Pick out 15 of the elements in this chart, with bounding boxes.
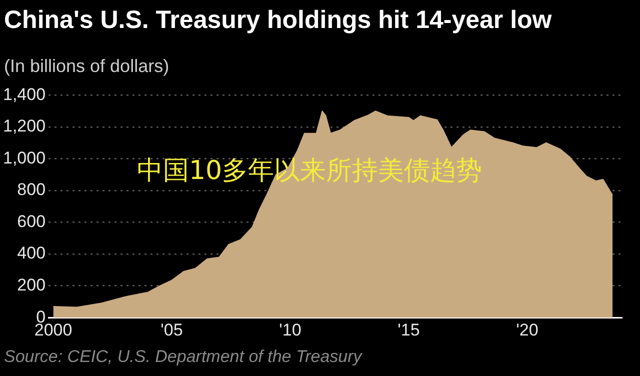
source-note: Source: CEIC, U.S. Department of the Treasury bbox=[4, 347, 362, 367]
y-tick-label: 400 bbox=[17, 244, 46, 263]
chart-subtitle: (In billions of dollars) bbox=[4, 56, 170, 77]
y-tick-label: 800 bbox=[17, 180, 46, 200]
y-tick-label: 1,400 bbox=[2, 84, 46, 104]
x-tick-label: '10 bbox=[279, 320, 302, 340]
chart-title: China's U.S. Treasury holdings hit 14-year low bbox=[4, 6, 552, 35]
x-tick-label: '20 bbox=[516, 320, 538, 340]
annotation: 中国10多年以来所持美债趋势 bbox=[137, 155, 482, 188]
y-tick-label: 600 bbox=[17, 212, 46, 231]
x-tick-label: '15 bbox=[398, 320, 420, 340]
y-tick-label: 1,200 bbox=[2, 116, 46, 136]
y-tick-label: 1,000 bbox=[2, 148, 46, 168]
x-tick-label: '05 bbox=[160, 320, 183, 340]
y-tick-label: 200 bbox=[17, 276, 46, 295]
